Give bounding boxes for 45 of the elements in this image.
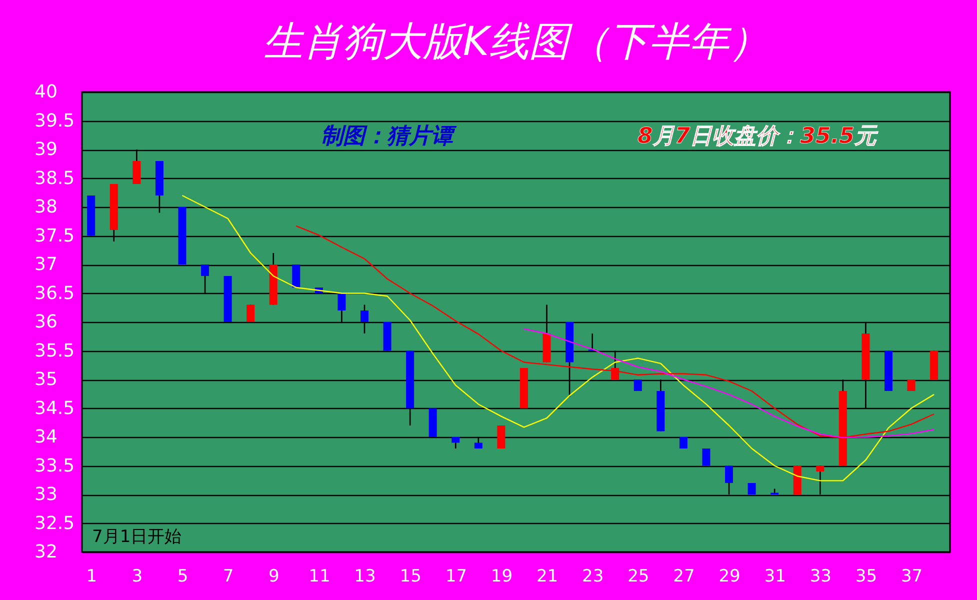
x-tick-label: 19 bbox=[490, 566, 513, 586]
x-tick-label: 31 bbox=[764, 566, 786, 586]
chart-title: 生肖狗大版K线图（下半年） bbox=[262, 19, 770, 65]
candlestick bbox=[497, 426, 506, 448]
y-tick-label: 33 bbox=[34, 484, 58, 505]
x-tick-label: 25 bbox=[628, 566, 650, 586]
y-tick-label: 38 bbox=[34, 196, 58, 218]
y-tick-label: 37 bbox=[34, 254, 58, 275]
x-tick-label: 17 bbox=[445, 566, 467, 586]
candlestick bbox=[292, 264, 300, 288]
y-tick-label: 36.5 bbox=[34, 282, 75, 304]
candlestick bbox=[748, 483, 756, 494]
annotation: 制图：猜片谭 bbox=[321, 124, 457, 149]
x-tick-label: 33 bbox=[810, 566, 832, 586]
x-tick-label: 7 bbox=[222, 566, 234, 586]
x-tick-label: 37 bbox=[900, 566, 923, 586]
y-tick-label: 34.5 bbox=[34, 398, 75, 419]
x-tick-label: 35 bbox=[855, 566, 878, 586]
x-tick-label: 9 bbox=[268, 566, 280, 586]
y-tick-label: 32.5 bbox=[34, 512, 75, 534]
y-tick-label: 39 bbox=[34, 139, 58, 160]
x-tick-label: 1 bbox=[86, 566, 98, 586]
x-tick-label: 21 bbox=[536, 566, 558, 586]
y-tick-label: 38.5 bbox=[34, 168, 75, 189]
y-tick-label: 35 bbox=[34, 369, 58, 390]
x-tick-label: 11 bbox=[308, 566, 330, 586]
x-tick-label: 27 bbox=[673, 566, 695, 586]
annotation: 8月7日收盘价：35.5元 bbox=[638, 124, 878, 149]
y-tick-label: 35.5 bbox=[34, 340, 75, 362]
annotation: 7月1日开始 bbox=[92, 527, 182, 547]
line-series bbox=[182, 194, 935, 482]
y-tick-label: 34 bbox=[34, 426, 58, 448]
y-tick-label: 40 bbox=[34, 82, 58, 102]
y-tick-label: 33.5 bbox=[34, 455, 75, 476]
x-tick-label: 23 bbox=[582, 566, 604, 586]
x-tick-label: 5 bbox=[177, 566, 188, 586]
y-tick-label: 39.5 bbox=[34, 110, 75, 132]
y-tick-label: 37.5 bbox=[34, 225, 75, 246]
x-tick-label: 29 bbox=[718, 566, 740, 586]
y-tick-label: 36 bbox=[34, 312, 58, 332]
y-tick-label: 32 bbox=[34, 542, 58, 562]
line-series bbox=[523, 328, 935, 438]
x-tick-label: 13 bbox=[354, 566, 376, 586]
x-tick-label: 3 bbox=[132, 566, 143, 586]
x-tick-label: 15 bbox=[400, 566, 422, 586]
